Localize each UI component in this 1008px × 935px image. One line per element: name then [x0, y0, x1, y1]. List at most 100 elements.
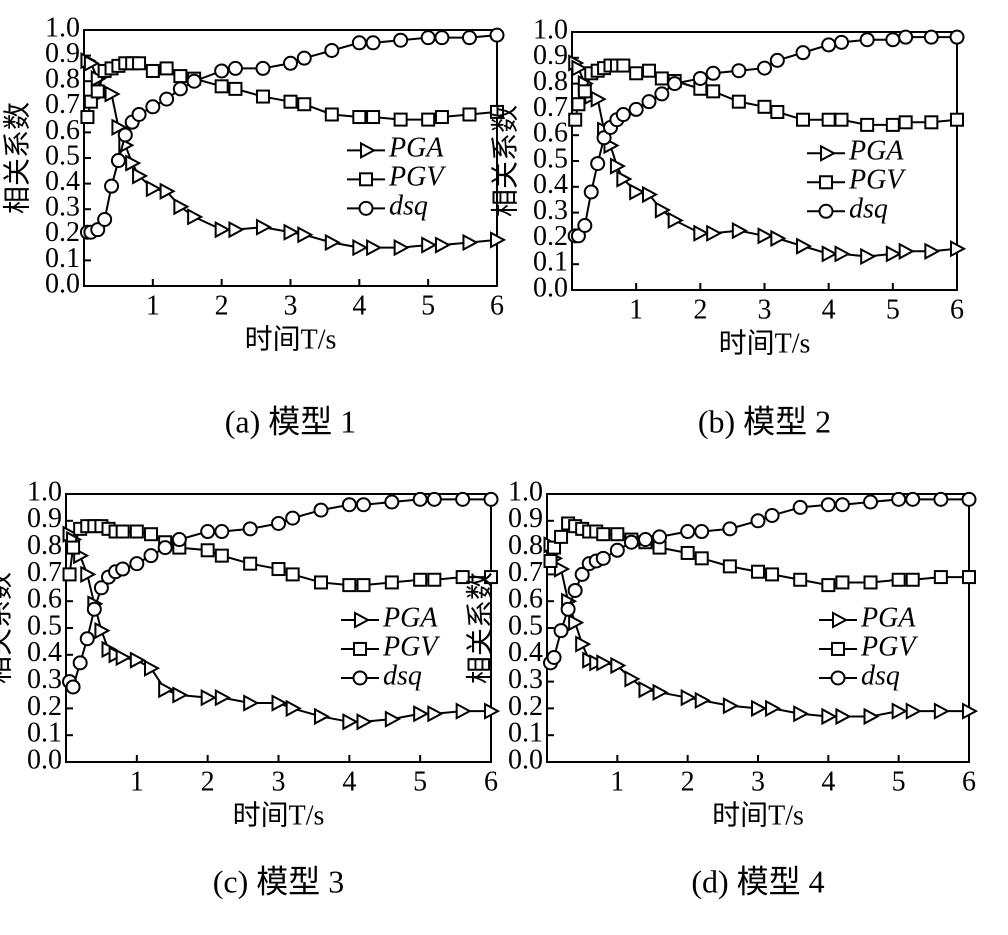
- triangle-marker: [490, 231, 507, 249]
- square-marker: [905, 572, 920, 587]
- square-marker: [324, 107, 339, 122]
- square-marker: [90, 84, 105, 99]
- circle-marker: [426, 491, 442, 507]
- y-tick-label: 0.3: [27, 664, 62, 695]
- x-tick-label: 1: [146, 290, 160, 321]
- legend-marker: [352, 670, 368, 686]
- subplot: 0.00.10.20.30.40.50.60.70.80.91.0 1 2 3 4 5 6 时…: [0, 476, 501, 899]
- circle-marker: [834, 34, 849, 50]
- square-marker: [66, 540, 81, 555]
- y-tick-label: 0.1: [508, 718, 543, 749]
- circle-marker: [961, 491, 977, 507]
- y-tick-label: 0.0: [45, 268, 80, 299]
- circle-marker: [923, 29, 939, 45]
- triangle-marker: [610, 656, 627, 675]
- circle-marker: [731, 63, 747, 79]
- y-tick-label: 0.8: [45, 64, 80, 95]
- square-marker: [765, 567, 780, 582]
- square-marker: [484, 570, 498, 585]
- circle-marker: [351, 35, 367, 51]
- square-marker: [757, 99, 772, 114]
- x-axis-label: 时间T/s: [719, 327, 811, 359]
- x-tick-label: 2: [681, 766, 695, 797]
- square-marker: [577, 84, 592, 99]
- y-tick-label: 0.1: [533, 247, 568, 278]
- triangle-marker: [285, 699, 302, 718]
- circle-marker: [172, 81, 188, 97]
- y-tick-label: 0.7: [45, 89, 80, 120]
- square-marker: [950, 112, 964, 127]
- triangle-marker: [145, 180, 162, 198]
- x-tick-label: 6: [950, 294, 964, 325]
- square-marker: [271, 562, 286, 577]
- y-tick-label: 0.7: [27, 557, 62, 588]
- y-tick-label: 0.8: [533, 66, 568, 97]
- triangle-marker: [132, 167, 149, 185]
- triangle-marker: [694, 691, 711, 710]
- triangle-marker: [891, 702, 908, 720]
- square-marker: [596, 527, 611, 542]
- legend-marker: [820, 144, 837, 162]
- circle-marker: [722, 521, 738, 537]
- triangle-marker: [731, 221, 748, 240]
- triangle-marker: [554, 560, 571, 578]
- legend-label: PGA: [860, 602, 916, 633]
- triangle-marker: [214, 689, 231, 707]
- square-marker: [366, 110, 381, 125]
- circle-marker: [821, 37, 837, 53]
- square-marker: [283, 94, 298, 109]
- circle-marker: [595, 550, 611, 566]
- circle-marker: [72, 655, 88, 671]
- y-tick-label: 1.0: [27, 476, 62, 507]
- circle-marker: [129, 556, 145, 572]
- circle-marker: [227, 60, 243, 76]
- square-marker: [933, 570, 948, 585]
- legend-marker: [353, 641, 367, 656]
- x-tick-label: 5: [413, 766, 427, 797]
- subplot: 0.00.10.20.30.40.50.60.70.80.91.0 1 2 3 4 5 6 时…: [489, 14, 967, 439]
- y-axis-label: 相关系数: [0, 572, 15, 684]
- y-tick-label: 0.1: [45, 243, 80, 274]
- square-marker: [132, 56, 147, 71]
- triangle-marker: [271, 694, 288, 712]
- triangle-marker: [706, 224, 723, 242]
- circle-marker: [434, 30, 450, 46]
- circle-marker: [795, 45, 811, 61]
- triangle-marker: [80, 565, 97, 584]
- square-marker: [393, 112, 408, 127]
- square-marker: [654, 71, 669, 86]
- y-axis-label: 相关系数: [1, 102, 33, 214]
- caption: (d) 模型 4: [691, 863, 824, 899]
- triangle-marker: [214, 221, 231, 239]
- circle-marker: [110, 153, 126, 169]
- circle-marker: [79, 631, 95, 647]
- square-marker: [214, 548, 229, 563]
- triangle-marker: [484, 702, 501, 720]
- triangle-marker: [590, 90, 607, 108]
- circle-marker: [483, 491, 499, 507]
- triangle-marker: [624, 670, 641, 688]
- x-tick-label: 3: [751, 766, 765, 797]
- circle-marker: [567, 582, 583, 598]
- circle-marker: [365, 35, 381, 51]
- square-marker: [571, 97, 586, 112]
- x-tick-label: 4: [822, 294, 836, 325]
- circle-marker: [949, 29, 965, 45]
- y-tick-label: 0.9: [27, 503, 62, 534]
- square-marker: [821, 112, 836, 127]
- legend-label: dsq: [383, 660, 422, 691]
- square-marker: [255, 89, 270, 104]
- circle-marker: [271, 515, 286, 531]
- legend-marker: [830, 670, 846, 686]
- legend-marker: [819, 175, 833, 190]
- circle-marker: [412, 491, 428, 507]
- square-marker: [297, 97, 312, 112]
- triangle-marker: [352, 238, 369, 257]
- caption: (b) 模型 2: [698, 403, 831, 439]
- triangle-marker: [393, 238, 410, 257]
- x-tick-label: 1: [610, 766, 624, 797]
- square-marker: [455, 570, 470, 585]
- x-tick-label: 5: [886, 294, 900, 325]
- circle-marker: [898, 29, 914, 45]
